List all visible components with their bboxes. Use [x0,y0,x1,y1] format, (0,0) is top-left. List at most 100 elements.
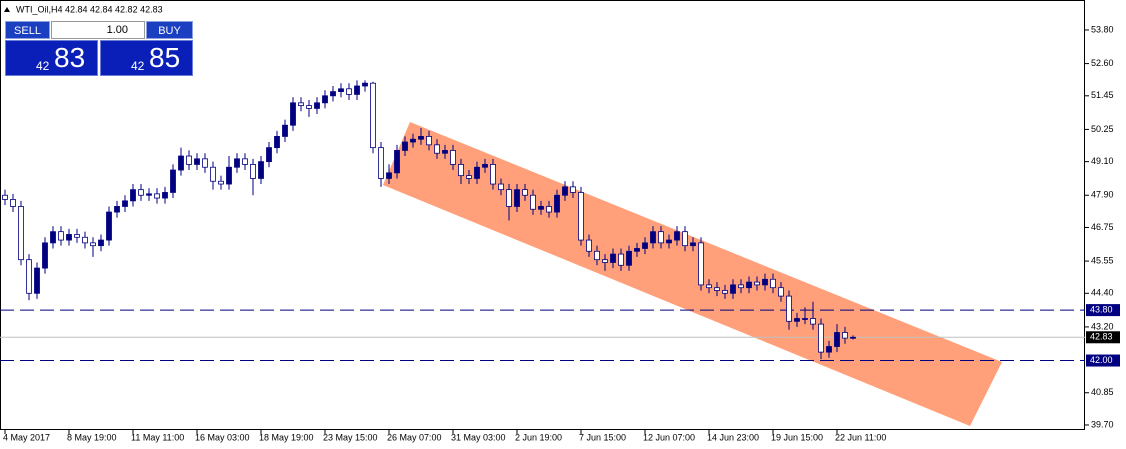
candle-body [794,318,800,322]
candle-body [42,242,48,269]
candle-body [498,183,504,191]
candle-body [378,147,384,179]
x-tick-label: 22 Jun 11:00 [835,432,886,442]
candle-body [282,124,288,137]
candle-body [2,194,8,200]
candle-body [162,192,168,199]
trend-channel [383,122,1002,426]
candle-body [266,147,272,163]
candle-body [402,141,408,151]
candle-body [642,242,648,249]
candle-body [26,259,32,294]
candle-body [578,192,584,241]
y-tick-label: 39.70 [1091,419,1114,429]
candle-body [82,236,88,244]
y-tick-label: 50.25 [1091,124,1114,134]
candle-body [210,166,216,182]
candle-body [314,102,320,109]
candle-body [298,102,304,107]
candle-body [850,336,856,339]
candle-body [586,239,592,252]
candle-body [530,194,536,210]
sell-price[interactable]: 42 83 [5,40,98,76]
candle-body [258,161,264,179]
candle-body [434,144,440,154]
collapse-icon [4,7,10,12]
candle-body [626,250,632,266]
candle-body [458,164,464,177]
candle-body [714,287,720,291]
candle-body [242,158,248,165]
candle-body [786,295,792,322]
buy-button[interactable]: BUY [146,21,193,39]
candle-body [186,155,192,165]
candle-body [594,250,600,261]
y-tick-label: 44.40 [1091,288,1114,298]
candle-body [274,136,280,149]
candle-body [682,231,688,247]
candle-body [18,206,24,261]
candle-body [354,85,360,95]
sell-button[interactable]: SELL [5,21,50,39]
lot-input[interactable]: 1.00 [51,21,145,39]
candle-body [666,239,672,244]
candle-body [138,189,144,196]
candle-body [810,318,816,325]
x-tick-label: 16 May 03:00 [195,432,250,442]
candle-body [226,166,232,185]
candle-body [306,105,312,109]
x-tick-label: 23 May 15:00 [323,432,378,442]
candle-body [362,82,368,87]
y-tick-label: 43.20 [1091,321,1114,331]
candle-body [90,242,96,247]
y-tick-label: 40.85 [1091,387,1114,397]
candle-body [522,189,528,196]
candle-body [802,318,808,320]
candle-body [770,278,776,289]
level-label-box [1086,304,1120,317]
candle-body [834,332,840,347]
candle-body [450,150,456,165]
level-label: 42.00 [1090,355,1113,365]
x-tick-label: 4 May 2017 [3,432,50,442]
buy-price-big: 85 [149,42,181,73]
x-tick-label: 18 May 19:00 [259,432,314,442]
candle-body [826,346,832,353]
candle-body [10,199,16,207]
candle-body [842,332,848,339]
sell-price-small: 42 [36,59,50,73]
candle-body [170,169,176,193]
candle-body [74,234,80,238]
candle-body [610,253,616,263]
y-tick-label: 49.10 [1091,156,1114,166]
candle-body [114,206,120,213]
x-tick-label: 2 Jun 19:00 [515,432,562,442]
trade-panel: SELL 1.00 BUY 42 83 42 85 [5,21,193,76]
candle-body [706,284,712,289]
candle-body [570,186,576,193]
candle-body [762,278,768,286]
candle-body [754,281,760,286]
candle-body [338,88,344,93]
candle-body [34,267,40,294]
candle-body [546,206,552,213]
candle-body [658,231,664,244]
candle-body [634,248,640,252]
candle-body [466,175,472,179]
candle-body [562,186,568,196]
y-tick-label: 51.45 [1091,90,1114,100]
buy-price[interactable]: 42 85 [100,40,193,76]
candle-body [58,231,64,241]
candle-body [130,189,136,202]
candle-body [730,284,736,294]
candle-body [154,193,160,199]
candle-body [442,150,448,154]
candle-body [490,164,496,185]
candle-body [202,158,208,168]
candle-body [426,136,432,146]
sell-price-big: 83 [54,42,86,73]
x-tick-label: 7 Jun 15:00 [579,432,626,442]
x-tick-label: 8 May 19:00 [67,432,117,442]
y-tick-label: 46.75 [1091,222,1114,232]
y-tick-label: 53.80 [1091,24,1114,34]
